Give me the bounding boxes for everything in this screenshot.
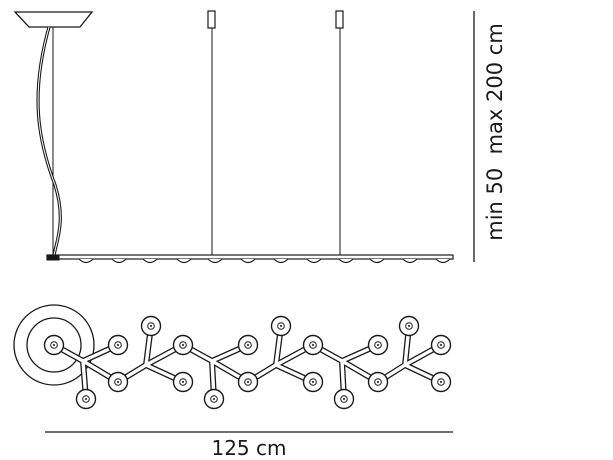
top-view (13, 304, 453, 433)
bulb (176, 258, 192, 264)
bulb (142, 258, 158, 264)
led-node (302, 334, 324, 356)
led-node (43, 334, 65, 356)
bulb (240, 258, 256, 264)
bulb (338, 258, 354, 264)
hanger-cap-2 (335, 10, 344, 29)
led-node (172, 334, 194, 356)
led-node (107, 334, 129, 356)
led-nodes (43, 315, 452, 410)
led-node (270, 315, 292, 337)
led-node (75, 388, 97, 410)
led-node (302, 371, 324, 393)
power-cable-inner (37, 26, 61, 256)
bulb (207, 258, 223, 264)
led-node (367, 334, 389, 356)
led-node (430, 334, 452, 356)
bulb (111, 258, 127, 264)
canopy-inner-ring (26, 317, 82, 373)
led-node (398, 315, 420, 337)
rail-end-block (46, 254, 60, 261)
led-node (430, 371, 452, 393)
canopy-outer-ring (13, 304, 95, 386)
led-node (333, 388, 355, 410)
bulb (306, 258, 322, 264)
led-node (367, 371, 389, 393)
light-rail (46, 254, 454, 260)
led-node (107, 371, 129, 393)
led-node (140, 315, 162, 337)
rail-bulbs (78, 258, 451, 264)
led-node (203, 388, 225, 410)
bulb (402, 258, 418, 264)
side-view (13, 10, 475, 264)
bulb (273, 258, 289, 264)
bulb (369, 258, 385, 264)
led-node (237, 334, 259, 356)
led-node (172, 371, 194, 393)
led-node (237, 371, 259, 393)
ceiling-canopy (13, 11, 94, 28)
width-dimension-label: 125 cm (211, 436, 286, 460)
hanger-cap-1 (207, 10, 216, 29)
bulb (78, 258, 94, 264)
bulb (435, 258, 451, 264)
height-dimension-label: min 50 max 200 cm (483, 23, 507, 241)
